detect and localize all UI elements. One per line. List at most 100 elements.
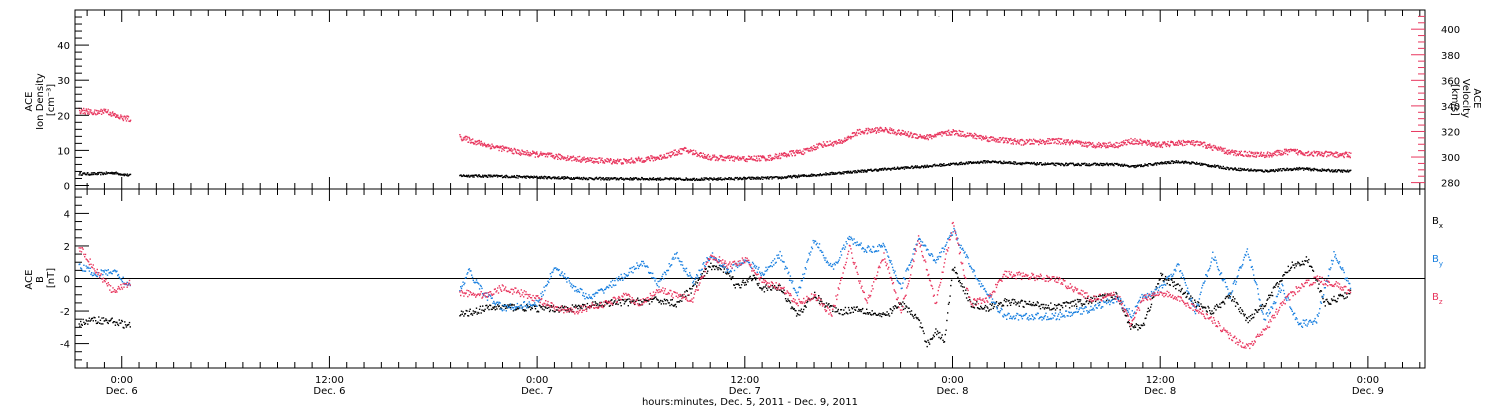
bx-point xyxy=(1308,265,1311,267)
by-point xyxy=(484,292,486,294)
bx-point xyxy=(878,312,880,315)
bx-point xyxy=(900,303,902,305)
velocity-point xyxy=(1266,152,1268,154)
velocity-point xyxy=(1320,153,1322,155)
velocity-point xyxy=(1031,140,1033,142)
velocity-point xyxy=(867,132,869,134)
by-point xyxy=(122,276,124,278)
bx-point xyxy=(776,289,778,291)
bx-point xyxy=(1269,294,1271,296)
velocity-point xyxy=(816,146,819,148)
density-point xyxy=(610,177,613,179)
bx-point xyxy=(1005,301,1007,303)
bx-point xyxy=(537,311,540,313)
velocity-point xyxy=(702,152,704,155)
bx-point xyxy=(558,311,560,313)
density-point xyxy=(1060,164,1062,167)
bx-point xyxy=(1283,274,1286,276)
bx-point xyxy=(611,299,613,301)
bx-point xyxy=(530,309,532,311)
bx-point xyxy=(1297,261,1299,263)
bx-point xyxy=(1216,303,1218,306)
by-point xyxy=(102,273,104,276)
bx-point xyxy=(1057,303,1060,305)
velocity-point xyxy=(88,113,90,115)
density-point xyxy=(765,178,768,180)
bx-point xyxy=(699,277,701,279)
velocity-tick-label: 400 xyxy=(1441,25,1460,36)
density-point xyxy=(1107,164,1109,166)
velocity-point xyxy=(1028,139,1030,142)
bx-point xyxy=(1150,303,1153,306)
bx-point xyxy=(101,317,103,319)
velocity-point xyxy=(704,157,706,159)
density-point xyxy=(516,175,519,177)
velocity-point xyxy=(1321,155,1323,157)
density-point xyxy=(840,172,842,174)
by-point xyxy=(522,306,524,308)
velocity-point xyxy=(716,156,719,159)
velocity-point xyxy=(897,130,899,132)
velocity-point xyxy=(624,160,627,162)
bx-point xyxy=(998,302,1000,305)
by-point xyxy=(509,303,511,305)
density-point xyxy=(595,176,598,179)
velocity-point xyxy=(1091,143,1093,145)
bx-point xyxy=(1112,298,1114,300)
velocity-point xyxy=(546,153,548,155)
bx-point xyxy=(953,270,955,272)
bx-point xyxy=(1023,306,1025,308)
bx-point xyxy=(1054,309,1057,311)
density-point xyxy=(1085,164,1087,167)
velocity-point xyxy=(834,142,836,144)
bx-point xyxy=(554,310,556,313)
velocity-point xyxy=(1002,142,1005,144)
bx-point xyxy=(1244,313,1246,316)
velocity-point xyxy=(579,159,581,161)
velocity-point xyxy=(1183,140,1185,143)
density-point xyxy=(1123,163,1126,166)
bx-point xyxy=(905,305,907,307)
velocity-point xyxy=(926,134,928,136)
bx-point xyxy=(569,307,571,310)
bx-point xyxy=(1165,279,1168,281)
velocity-point xyxy=(923,136,925,138)
bx-point xyxy=(963,286,965,288)
density-point xyxy=(866,170,868,172)
density-point xyxy=(1032,163,1034,165)
velocity-point xyxy=(549,153,552,155)
density-point xyxy=(890,169,892,171)
density-point xyxy=(853,170,855,172)
velocity-point xyxy=(710,159,712,161)
velocity-point xyxy=(1162,141,1164,143)
density-point xyxy=(802,174,804,176)
velocity-axis-label: ACE Velocity [km/s] xyxy=(1449,79,1482,121)
by-point xyxy=(485,296,487,298)
velocity-point xyxy=(1233,154,1235,156)
velocity-point xyxy=(565,157,567,159)
by-point xyxy=(541,295,543,298)
bx-point xyxy=(1298,263,1301,265)
bx-point xyxy=(756,283,758,285)
density-point xyxy=(1296,167,1298,169)
bx-point xyxy=(1131,323,1133,326)
velocity-point xyxy=(1098,141,1100,144)
density-point xyxy=(1136,165,1138,167)
bx-point xyxy=(791,306,793,308)
velocity-point xyxy=(1124,142,1126,144)
by-point xyxy=(494,304,496,306)
density-point xyxy=(496,176,499,178)
velocity-point xyxy=(625,159,628,161)
velocity-point xyxy=(599,161,602,163)
bx-point xyxy=(1004,298,1006,300)
velocity-point xyxy=(1159,146,1162,148)
bx-point xyxy=(1223,301,1225,304)
velocity-point xyxy=(632,162,635,164)
velocity-point xyxy=(126,118,129,120)
density-point xyxy=(1260,169,1262,171)
bx-point xyxy=(675,306,677,308)
velocity-point xyxy=(1208,144,1210,147)
velocity-point xyxy=(1298,150,1301,152)
density-point xyxy=(906,166,908,168)
velocity-point xyxy=(845,138,847,140)
